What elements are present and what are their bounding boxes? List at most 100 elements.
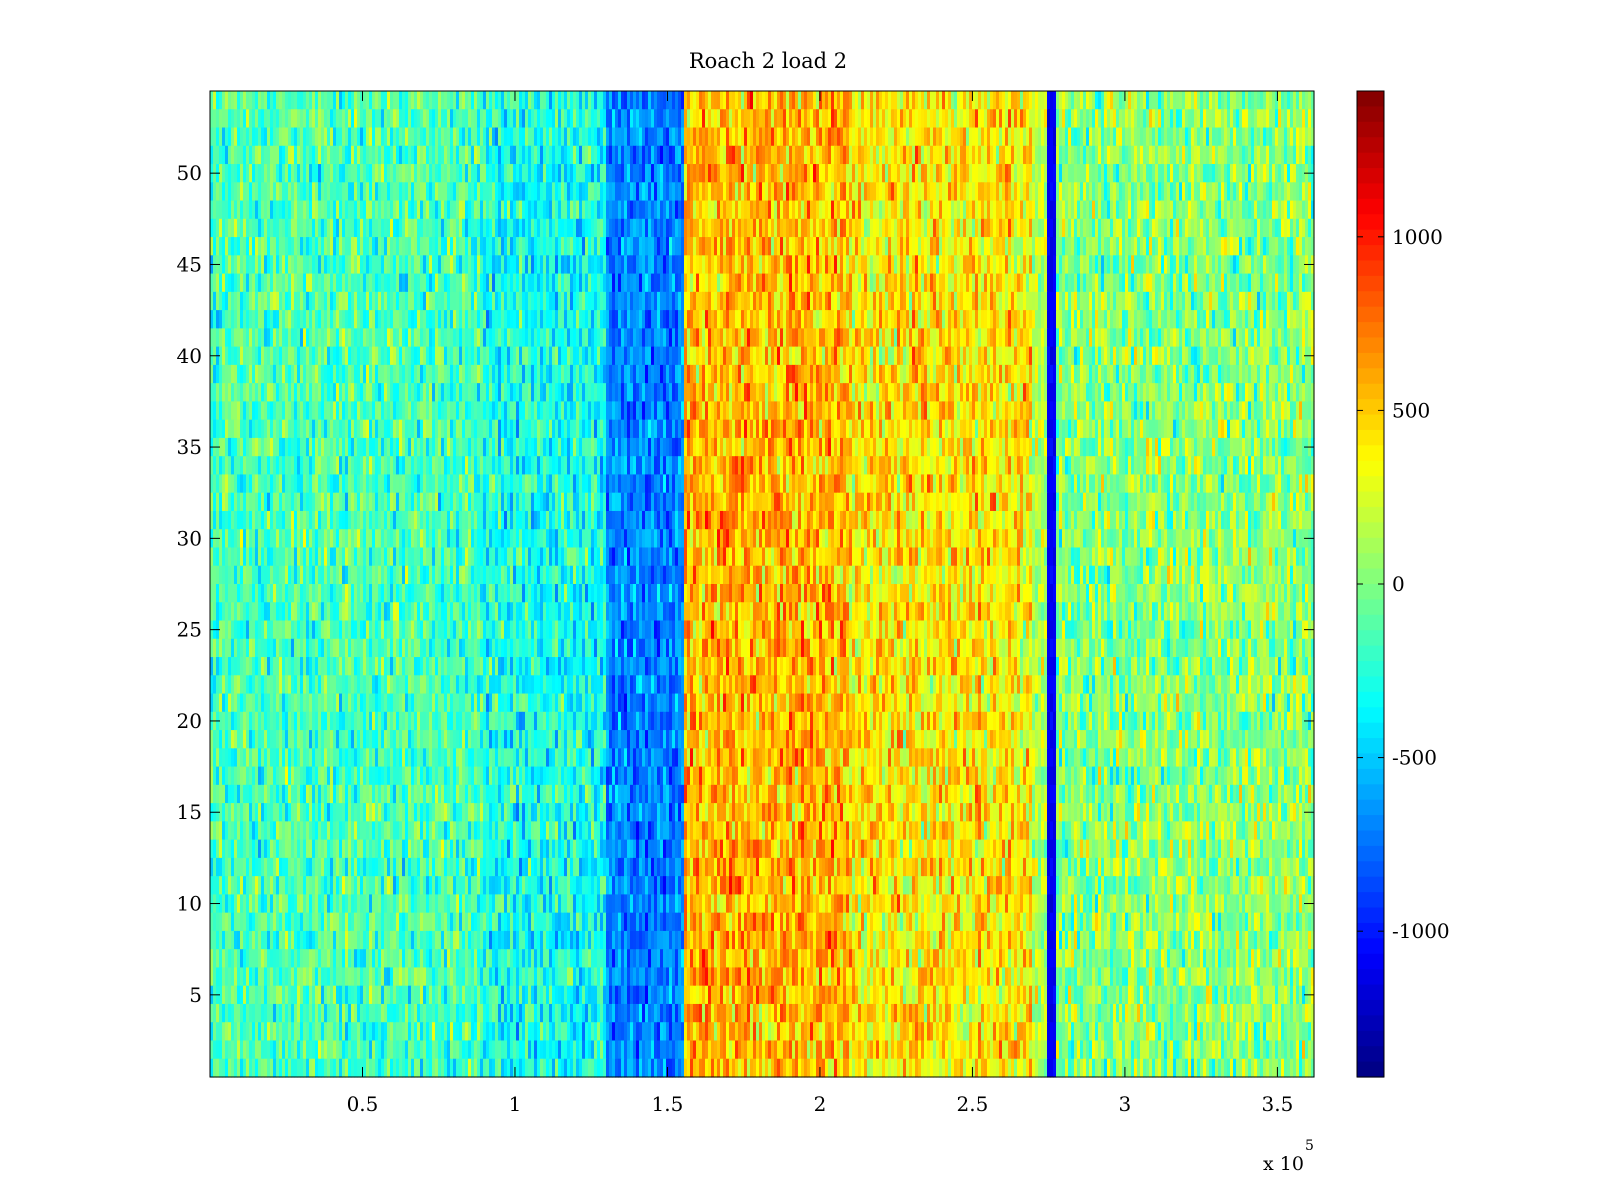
- heatmap-cell: [246, 127, 250, 147]
- heatmap-cell: [1155, 182, 1159, 202]
- heatmap-cell: [1068, 255, 1072, 275]
- heatmap-cell: [1050, 127, 1054, 147]
- heatmap-cell: [987, 127, 991, 147]
- heatmap-cell: [399, 182, 403, 202]
- heatmap-cell: [975, 200, 979, 220]
- heatmap-cell: [1230, 109, 1234, 129]
- heatmap-cell: [957, 255, 961, 275]
- heatmap-cell: [882, 182, 886, 202]
- heatmap-cell: [1086, 91, 1090, 110]
- heatmap-cell: [735, 255, 739, 275]
- heatmap-cell: [951, 255, 955, 275]
- heatmap-cell: [1122, 91, 1126, 110]
- heatmap-cell: [732, 109, 736, 129]
- heatmap-cell: [1170, 200, 1174, 220]
- heatmap-cell: [681, 91, 685, 110]
- heatmap-cell: [699, 273, 703, 293]
- heatmap-cell: [870, 237, 874, 256]
- heatmap-cell: [516, 127, 520, 147]
- heatmap-cell: [780, 91, 784, 110]
- heatmap-cell: [336, 255, 340, 275]
- heatmap-cell: [600, 237, 604, 256]
- heatmap-cell: [885, 237, 889, 256]
- heatmap-cell: [1020, 218, 1024, 238]
- heatmap-cell: [888, 182, 892, 202]
- heatmap-cell: [330, 218, 334, 238]
- heatmap-cell: [1305, 237, 1309, 256]
- heatmap-cell: [387, 182, 391, 202]
- heatmap-cell: [1299, 109, 1303, 129]
- heatmap-cell: [930, 218, 934, 238]
- heatmap-cell: [312, 200, 316, 220]
- heatmap-cell: [552, 200, 556, 220]
- heatmap-cell: [666, 255, 670, 275]
- heatmap-cell: [324, 218, 328, 238]
- heatmap-cell: [597, 273, 601, 293]
- heatmap-cell: [666, 164, 670, 183]
- heatmap-cell: [285, 255, 289, 275]
- heatmap-cell: [756, 127, 760, 147]
- heatmap-cell: [855, 91, 859, 110]
- heatmap-cell: [447, 145, 451, 165]
- heatmap-cell: [216, 200, 220, 220]
- heatmap-cell: [1182, 164, 1186, 183]
- heatmap-cell: [768, 91, 772, 110]
- heatmap-cell: [717, 109, 721, 129]
- heatmap-cell: [999, 182, 1003, 202]
- heatmap-cell: [867, 237, 871, 256]
- heatmap-cell: [411, 200, 415, 220]
- heatmap-cell: [414, 145, 418, 165]
- heatmap-cell: [603, 255, 607, 275]
- heatmap-cell: [672, 273, 676, 293]
- heatmap-cell: [633, 91, 637, 110]
- heatmap-cell: [1017, 164, 1021, 183]
- heatmap-cell: [339, 91, 343, 110]
- heatmap-cell: [255, 127, 259, 147]
- heatmap-cell: [378, 127, 382, 147]
- heatmap-cell: [1050, 145, 1054, 165]
- heatmap-cell: [909, 109, 913, 129]
- heatmap-cell: [249, 164, 253, 183]
- heatmap-cell: [660, 218, 664, 238]
- heatmap-cell: [921, 237, 925, 256]
- heatmap-cell: [882, 145, 886, 165]
- heatmap-cell: [1008, 164, 1012, 183]
- heatmap-cell: [1281, 164, 1285, 183]
- heatmap-cell: [888, 91, 892, 110]
- heatmap-cell: [1203, 164, 1207, 183]
- heatmap-cell: [303, 127, 307, 147]
- heatmap-cell: [1215, 164, 1219, 183]
- heatmap-cell: [651, 127, 655, 147]
- heatmap-cell: [294, 237, 298, 256]
- heatmap-cell: [828, 164, 832, 183]
- heatmap-cell: [516, 145, 520, 165]
- heatmap-cell: [1050, 182, 1054, 202]
- heatmap-cell: [372, 182, 376, 202]
- heatmap-cell: [561, 145, 565, 165]
- heatmap-cell: [840, 109, 844, 129]
- heatmap-cell: [492, 145, 496, 165]
- heatmap-cell: [375, 273, 379, 293]
- heatmap-cell: [372, 218, 376, 238]
- heatmap-cell: [1017, 91, 1021, 110]
- heatmap-cell: [1029, 218, 1033, 238]
- heatmap-cell: [1272, 145, 1276, 165]
- heatmap-cell: [714, 164, 718, 183]
- heatmap-cell: [1293, 218, 1297, 238]
- heatmap-cell: [486, 164, 490, 183]
- heatmap-cell: [981, 109, 985, 129]
- heatmap-cell: [549, 200, 553, 220]
- heatmap-cell: [795, 164, 799, 183]
- heatmap-cell: [546, 200, 550, 220]
- heatmap-cell: [1122, 237, 1126, 256]
- heatmap-cell: [642, 200, 646, 220]
- heatmap-cell: [699, 164, 703, 183]
- heatmap-cell: [429, 237, 433, 256]
- heatmap-cell: [951, 91, 955, 110]
- heatmap-cell: [1104, 255, 1108, 275]
- heatmap-cell: [1269, 237, 1273, 256]
- heatmap-cell: [939, 200, 943, 220]
- heatmap-cell: [315, 200, 319, 220]
- heatmap-cell: [1131, 127, 1135, 147]
- heatmap-cell: [540, 127, 544, 147]
